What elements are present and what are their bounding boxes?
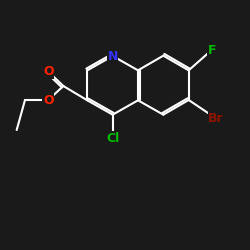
Text: O: O (43, 94, 54, 106)
Text: O: O (43, 65, 54, 78)
Text: N: N (108, 50, 118, 62)
Text: F: F (208, 44, 216, 57)
Text: Cl: Cl (106, 132, 119, 145)
Text: Br: Br (208, 112, 224, 125)
